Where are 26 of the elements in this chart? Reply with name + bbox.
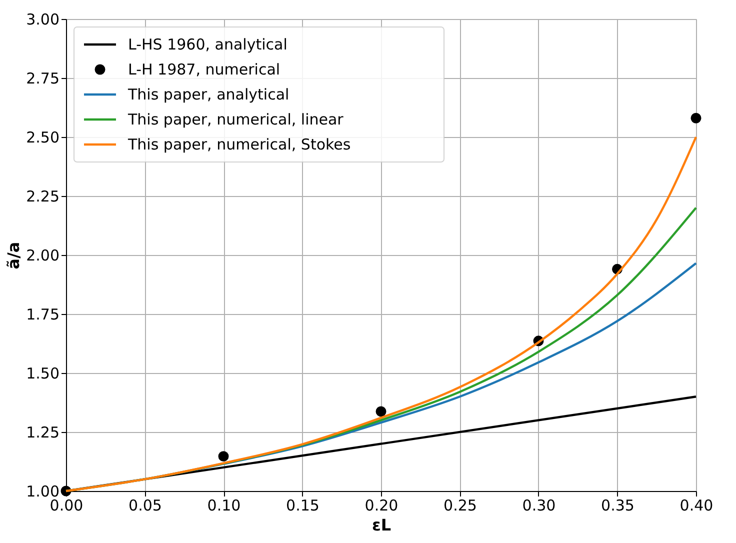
x-tick-label: 0.10	[207, 496, 241, 514]
legend-label: This paper, numerical, linear	[127, 110, 344, 128]
y-tick-label: 1.75	[26, 306, 60, 324]
legend-label: This paper, analytical	[127, 86, 290, 104]
x-tick-label: 0.05	[128, 496, 162, 514]
y-axis-title: ã/a	[4, 242, 24, 270]
x-tick-label: 0.25	[444, 496, 477, 514]
y-tick-label: 1.25	[26, 424, 60, 442]
legend-label: L-HS 1960, analytical	[128, 36, 288, 54]
x-tick-label: 0.20	[364, 496, 398, 514]
point	[376, 406, 386, 417]
y-tick-label: 1.50	[26, 364, 60, 382]
y-tick-label: 2.00	[26, 246, 60, 264]
point	[218, 451, 229, 462]
legend-label: L-H 1987, numerical	[128, 60, 280, 78]
y-tick-label: 2.25	[26, 188, 60, 206]
x-tick-label: 0.40	[680, 496, 714, 514]
x-axis-title: εL	[372, 516, 392, 534]
point	[690, 112, 702, 124]
y-tick-label: 3.00	[26, 10, 60, 28]
x-tick-label: 0.15	[286, 496, 320, 514]
y-tick-label: 2.75	[26, 70, 60, 88]
x-tick-label: 0.35	[601, 496, 634, 514]
legend-label: This paper, numerical, Stokes	[127, 136, 351, 154]
y-tick-label: 2.50	[26, 128, 60, 146]
x-tick-label: 0.30	[522, 496, 556, 514]
